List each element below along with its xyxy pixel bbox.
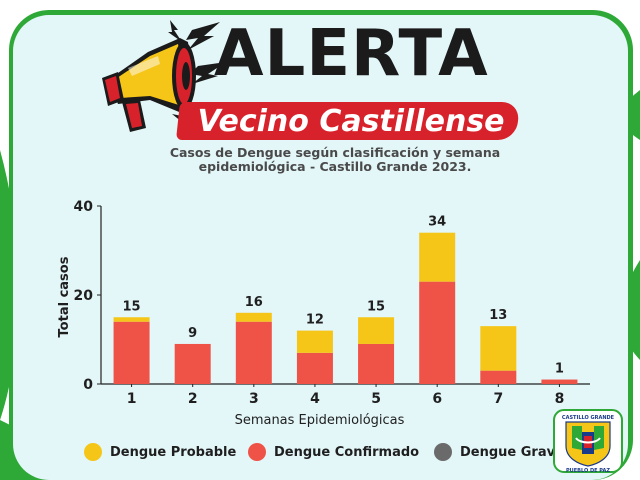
data-label-6: 34 xyxy=(428,215,446,230)
x-tick-label-3: 3 xyxy=(249,391,259,407)
x-tick-label-2: 2 xyxy=(188,391,198,407)
data-label-5: 15 xyxy=(367,299,385,314)
data-label-8: 1 xyxy=(555,362,564,377)
legend-confirmado-swatch xyxy=(248,443,266,461)
x-tick-label-7: 7 xyxy=(493,391,503,407)
bar-confirmado-7 xyxy=(480,370,517,384)
bar-probable-6 xyxy=(419,232,456,282)
legend: Dengue Probable Dengue Confirmado Dengue… xyxy=(0,430,555,470)
bar-confirmado-5 xyxy=(358,343,395,384)
data-label-3: 16 xyxy=(245,295,263,310)
data-label-7: 13 xyxy=(489,308,507,323)
bar-confirmado-8 xyxy=(541,379,578,384)
municipal-badge-logo: CASTILLO GRANDE PUEBLO DE PAZ xyxy=(553,409,623,474)
y-tick-label: 40 xyxy=(74,199,94,215)
x-axis-label: Semanas Epidemiológicas xyxy=(235,413,405,428)
bar-probable-7 xyxy=(480,326,517,371)
x-tick-label-8: 8 xyxy=(555,391,565,407)
bar-confirmado-6 xyxy=(419,281,456,384)
legend-probable-label: Dengue Probable xyxy=(110,444,237,460)
legend-grave-swatch xyxy=(434,443,452,461)
data-label-1: 15 xyxy=(123,299,141,314)
bar-probable-1 xyxy=(113,317,150,322)
y-axis-label: Total casos xyxy=(57,256,72,337)
x-tick-label-4: 4 xyxy=(310,391,320,407)
y-tick-label: 0 xyxy=(83,377,93,393)
data-label-2: 9 xyxy=(188,326,197,341)
x-tick-label-5: 5 xyxy=(371,391,381,407)
legend-item-confirmado: Dengue Confirmado xyxy=(248,440,419,464)
bar-probable-4 xyxy=(296,330,333,353)
bar-confirmado-4 xyxy=(296,352,333,384)
x-tick-label-6: 6 xyxy=(432,391,442,407)
data-label-4: 12 xyxy=(306,313,324,328)
bar-confirmado-2 xyxy=(174,343,211,384)
svg-text:PUEBLO DE PAZ: PUEBLO DE PAZ xyxy=(566,468,610,474)
description-line-1: Casos de Dengue según clasificación y se… xyxy=(169,145,501,160)
legend-item-grave: Dengue Grave xyxy=(434,440,555,464)
subtitle-text: Vecino Castillense xyxy=(197,104,505,139)
description-line-2: epidemiológica - Castillo Grande 2023. xyxy=(198,159,472,174)
legend-confirmado-label: Dengue Confirmado xyxy=(274,444,420,460)
alert-title: ALERTA xyxy=(214,17,489,91)
bar-probable-3 xyxy=(235,312,272,322)
legend-item-probable: Dengue Probable xyxy=(84,440,236,464)
bar-confirmado-3 xyxy=(235,321,272,384)
megaphone-icon xyxy=(102,20,226,132)
chart-description: Casos de Dengue según clasificación y se… xyxy=(150,146,520,174)
bar-probable-5 xyxy=(358,317,395,344)
legend-grave-label: Dengue Grave xyxy=(460,444,555,460)
x-tick-label-1: 1 xyxy=(127,391,137,407)
y-tick-label: 20 xyxy=(74,288,94,304)
legend-probable-swatch xyxy=(84,443,102,461)
svg-text:CASTILLO GRANDE: CASTILLO GRANDE xyxy=(562,415,615,421)
bar-confirmado-1 xyxy=(113,321,150,384)
